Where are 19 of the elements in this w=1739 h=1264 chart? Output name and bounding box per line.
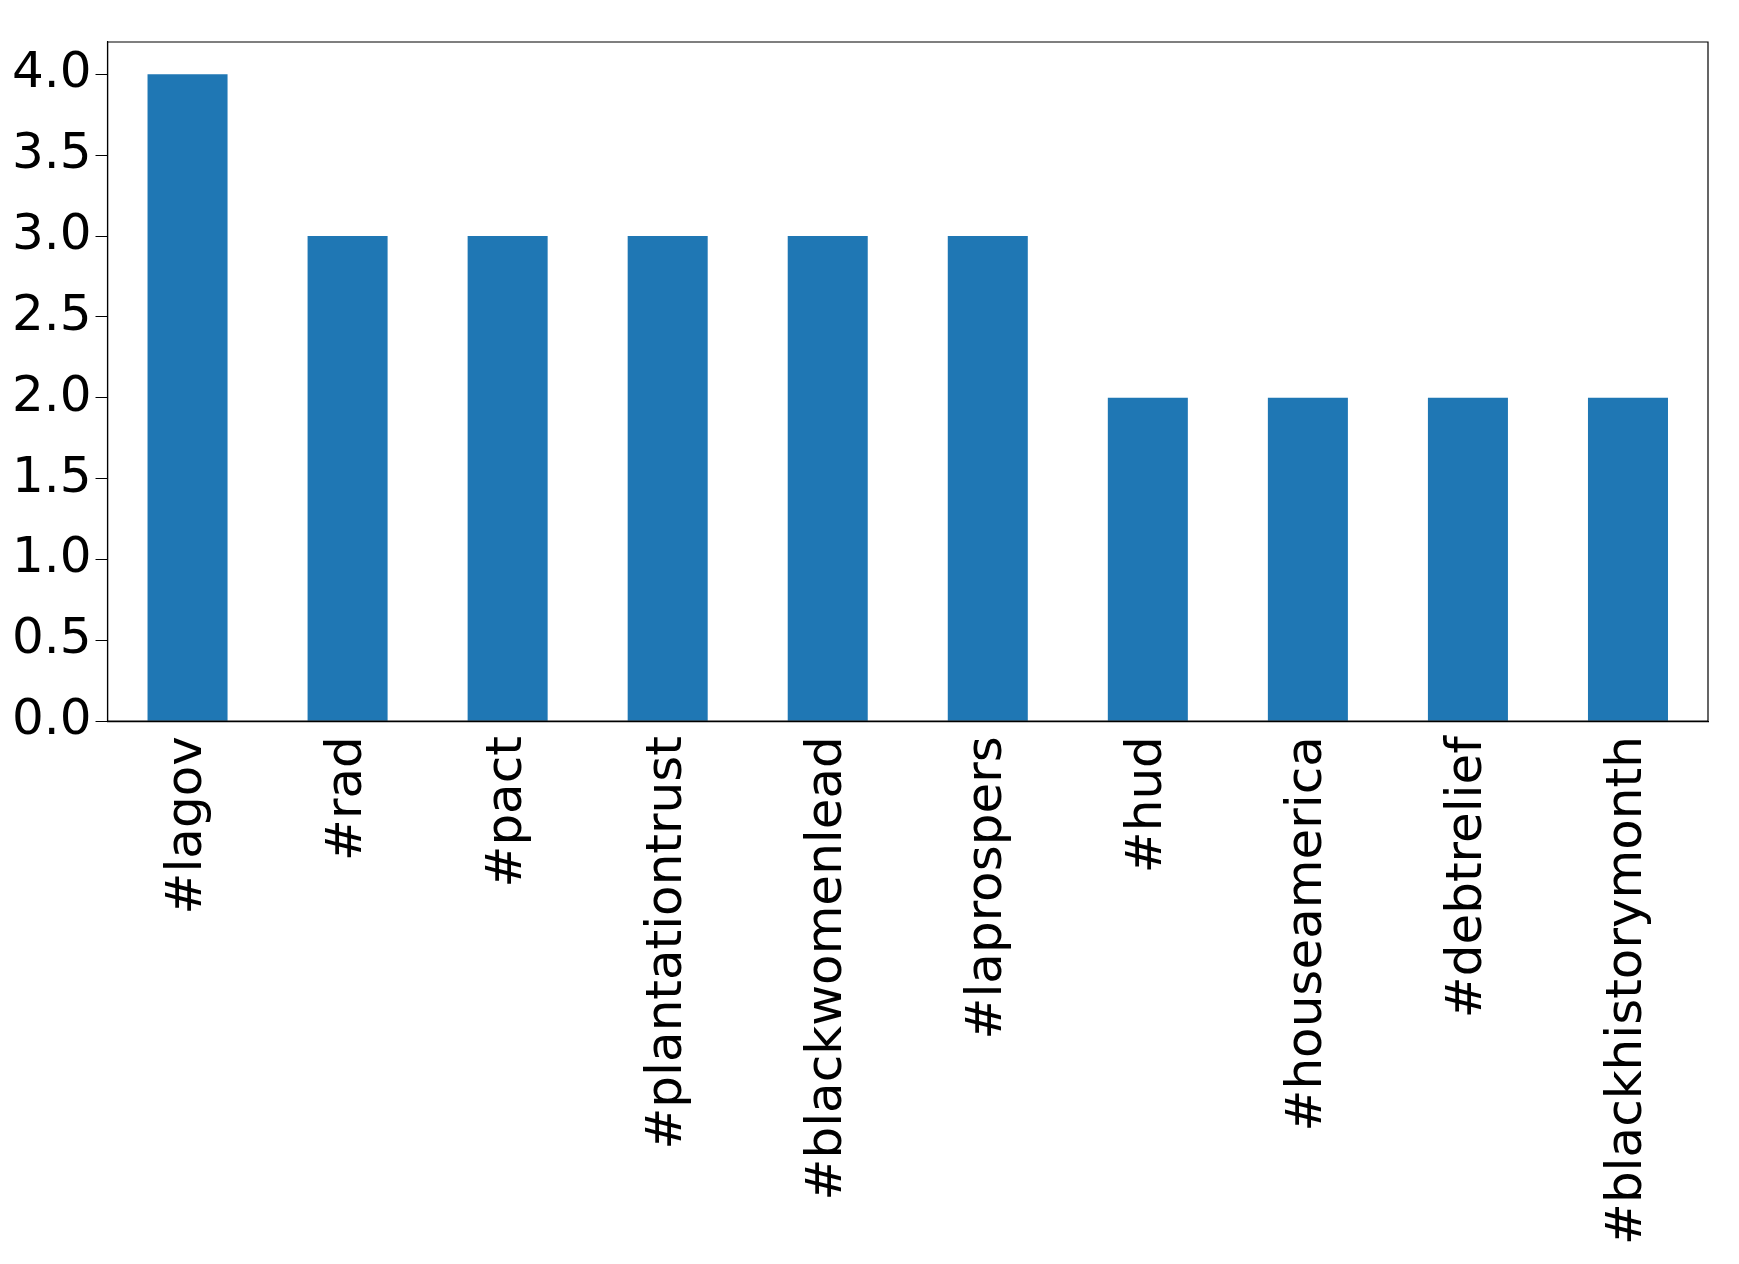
y-tick-label: 3.0 — [11, 203, 92, 262]
y-tick-label: 1.5 — [11, 445, 92, 504]
x-tick-label: #debtrelief — [1434, 734, 1493, 1019]
x-tick-label: #blackhistorymonth — [1594, 736, 1653, 1246]
y-tick-label: 1.0 — [11, 526, 92, 585]
y-tick-label: 0.0 — [11, 688, 92, 747]
x-tick-label: #rad — [314, 736, 373, 861]
y-tick-label: 4.0 — [11, 41, 92, 100]
y-tick-label: 2.5 — [11, 283, 92, 342]
x-tick-label: #lagov — [154, 736, 213, 915]
x-tick-label: #hud — [1114, 736, 1173, 874]
y-tick-label: 0.5 — [11, 607, 92, 666]
y-tick-label: 3.5 — [11, 122, 92, 181]
x-tick-label: #plantationtrust — [634, 736, 693, 1150]
x-tick-label: #blackwomenlead — [794, 736, 853, 1201]
x-tick-label: #laprospers — [954, 736, 1013, 1040]
x-tick-label: #pact — [474, 736, 533, 888]
x-tick-label: #houseamerica — [1274, 736, 1333, 1132]
y-tick-label: 2.0 — [11, 364, 92, 423]
